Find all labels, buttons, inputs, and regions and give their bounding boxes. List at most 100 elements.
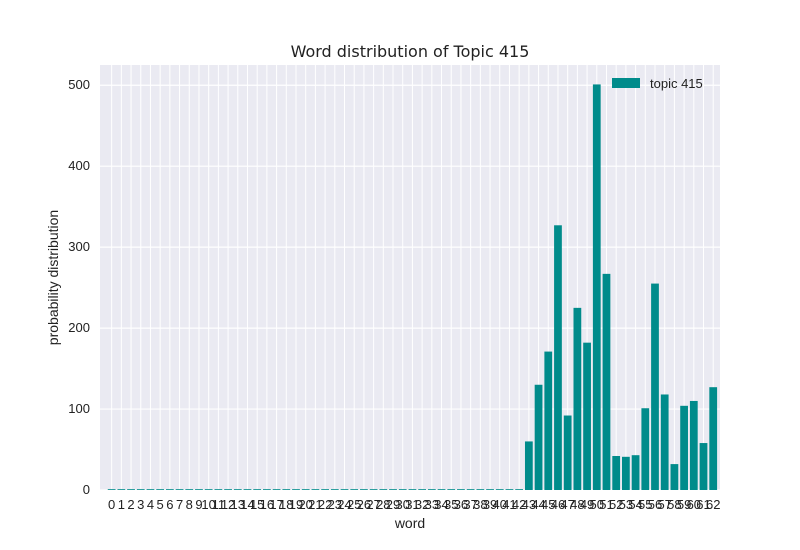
bar [214, 489, 223, 490]
x-tick-label: 46 [551, 497, 565, 512]
x-tick-label: 39 [483, 497, 497, 512]
bar [476, 489, 485, 490]
x-tick-label: 60 [687, 497, 701, 512]
bar [253, 489, 262, 490]
x-tick-label: 37 [463, 497, 477, 512]
bar [360, 489, 368, 490]
x-tick-label: 57 [657, 497, 671, 512]
bar [301, 489, 310, 490]
x-tick-label: 32 [415, 497, 429, 512]
x-tick-label: 12 [221, 497, 235, 512]
bar [534, 384, 543, 490]
x-tick-label: 59 [677, 497, 691, 512]
bar [146, 489, 155, 490]
x-tick-label: 22 [318, 497, 332, 512]
x-tick-label: 20 [298, 497, 312, 512]
bar [524, 441, 533, 490]
bar [505, 489, 514, 490]
x-tick-label: 9 [195, 497, 202, 512]
x-tick-label: 4 [147, 497, 154, 512]
x-tick-label: 50 [590, 497, 604, 512]
x-axis-label: word [394, 515, 425, 531]
bar [554, 225, 562, 491]
bar [272, 489, 281, 490]
x-tick-label: 29 [386, 497, 400, 512]
bar [641, 408, 650, 490]
grid [100, 65, 720, 491]
x-tick-label: 7 [176, 497, 183, 512]
bar [447, 489, 456, 490]
bar [437, 489, 446, 490]
x-tick-label: 44 [531, 497, 545, 512]
bar [544, 351, 553, 490]
x-tick-label: 52 [609, 497, 623, 512]
bar [204, 489, 213, 490]
bar [689, 400, 698, 490]
x-tick-label: 41 [502, 497, 516, 512]
y-tick-label: 200 [68, 320, 90, 335]
x-tick-label: 10 [201, 497, 215, 512]
bar [282, 489, 291, 490]
bar [660, 394, 669, 490]
bar [243, 489, 252, 490]
bar [195, 489, 203, 490]
bar [340, 489, 349, 490]
x-tick-label: 16 [260, 497, 274, 512]
x-tick-label: 53 [619, 497, 633, 512]
bar [224, 489, 232, 490]
y-tick-label: 500 [68, 77, 90, 92]
x-tick-label: 40 [493, 497, 507, 512]
x-tick-label: 43 [522, 497, 536, 512]
x-tick-label: 33 [425, 497, 439, 512]
bar [612, 456, 621, 490]
x-tick-label: 0 [108, 497, 115, 512]
x-tick-label: 2 [127, 497, 134, 512]
chart-title: Word distribution of Topic 415 [291, 42, 530, 61]
x-tick-label: 30 [395, 497, 409, 512]
x-tick-label: 35 [444, 497, 458, 512]
x-tick-label: 54 [628, 497, 642, 512]
bar [107, 489, 116, 490]
bar [622, 456, 630, 490]
x-tick-label: 45 [541, 497, 555, 512]
x-tick-label: 36 [454, 497, 468, 512]
x-tick-label: 17 [269, 497, 283, 512]
y-tick-label: 400 [68, 158, 90, 173]
x-tick-label: 8 [186, 497, 193, 512]
bar [573, 307, 582, 490]
bar [670, 464, 679, 490]
x-tick-label: 15 [250, 497, 264, 512]
x-tick-label: 56 [648, 497, 662, 512]
y-axis-label: probability distribution [45, 210, 61, 345]
x-tick-label: 27 [366, 497, 380, 512]
x-tick-label: 13 [231, 497, 245, 512]
x-tick-label: 31 [405, 497, 419, 512]
bar [369, 489, 378, 490]
x-tick-label: 14 [240, 497, 254, 512]
x-tick-label: 23 [328, 497, 342, 512]
x-tick-label: 61 [696, 497, 710, 512]
bar [185, 489, 194, 490]
bar [311, 489, 320, 490]
x-tick-label: 51 [599, 497, 613, 512]
bar [466, 489, 475, 490]
bar [379, 489, 388, 490]
bar [486, 489, 494, 490]
x-tick-label: 6 [166, 497, 173, 512]
bar [117, 489, 126, 490]
x-tick-label: 26 [357, 497, 371, 512]
x-axis-ticks: 0 1 2 3 4 5 6 7 8 9101112131415161718192021222324… [108, 497, 720, 512]
x-tick-label: 34 [434, 497, 448, 512]
x-tick-label: 42 [512, 497, 526, 512]
bar [389, 489, 397, 490]
bars [107, 84, 718, 491]
bar [699, 443, 708, 490]
bar [263, 489, 271, 490]
legend: topic 415 [612, 76, 703, 91]
y-tick-label: 300 [68, 239, 90, 254]
bar [321, 489, 329, 490]
x-tick-label: 11 [212, 497, 226, 512]
bar [495, 489, 504, 490]
x-tick-label: 55 [638, 497, 652, 512]
bar [136, 489, 145, 490]
